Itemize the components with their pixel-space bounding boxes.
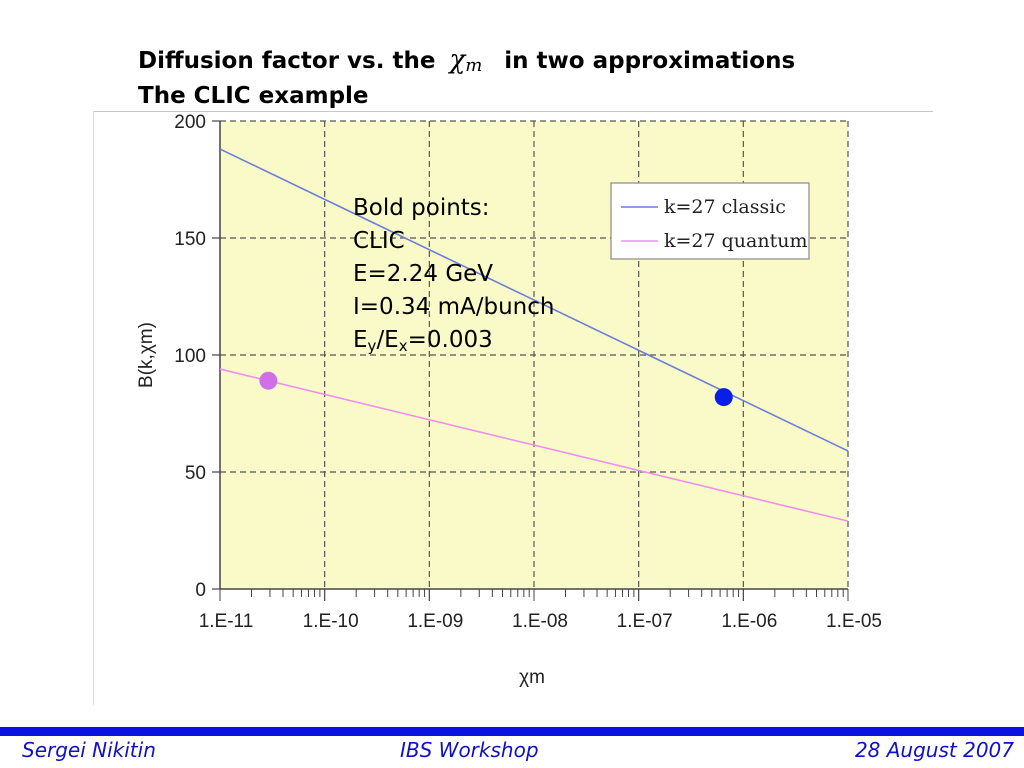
x-tick-label: 1.E-07 — [617, 611, 673, 632]
footer-date: 28 August 2007 — [854, 738, 1014, 762]
chi-m-symbol: χm — [449, 45, 483, 76]
series-line-classic — [219, 148, 849, 452]
series-line-quantum — [219, 368, 849, 522]
annotation-line-3: E=2.24 GeV — [353, 261, 494, 287]
chart: 1.E-11 1.E-10 1.E-09 1.E-08 1.E-07 1.E-06 1.E-… — [136, 112, 882, 688]
axis-labels: χm B(k,χm) — [136, 322, 545, 688]
series-lines — [219, 148, 849, 522]
annotation-line-2: CLIC — [353, 228, 405, 254]
x-tick-label: 1.E-06 — [721, 611, 777, 632]
legend-label: k=27 quantum — [664, 230, 808, 252]
x-tick-label: 1.E-09 — [407, 611, 463, 632]
x-tick-label: 1.E-11 — [199, 611, 254, 632]
annotation-line-5: Ey/Ex=0.003 — [353, 327, 493, 355]
slide-title-line-1: Diffusion factor vs. the χm in two approxi… — [138, 46, 795, 80]
tick-labels: 1.E-11 1.E-10 1.E-09 1.E-08 1.E-07 1.E-06 1.E-… — [174, 112, 882, 632]
legend: k=27 classic k=27 quantum — [610, 182, 810, 260]
y-tick-label: 100 — [174, 346, 206, 367]
y-axis-label: B(k,χm) — [136, 322, 157, 388]
y-tick-label: 200 — [174, 112, 206, 133]
footer-author: Sergei Nikitin — [22, 738, 156, 762]
legend-label: k=27 classic — [664, 196, 786, 218]
annotation-box: Bold points: CLIC E=2.24 GeV I=0.34 mA/b… — [353, 192, 554, 363]
y-tick-label: 0 — [195, 580, 206, 601]
x-axis-label: χm — [519, 667, 545, 688]
clic-point — [714, 388, 733, 407]
title-text-before: Diffusion factor vs. the — [138, 48, 436, 74]
clic-points — [259, 371, 733, 407]
title-text-after: in two approximations — [504, 48, 796, 74]
y-tick-label: 150 — [174, 229, 206, 250]
annotation-line-4: I=0.34 mA/bunch — [353, 294, 555, 320]
annotation-line-1: Bold points: — [353, 195, 490, 221]
slide-title-line-2: The CLIC example — [138, 83, 369, 109]
x-tick-label: 1.E-08 — [512, 611, 568, 632]
axes — [212, 120, 849, 601]
title-divider — [93, 111, 933, 112]
x-tick-label: 1.E-10 — [303, 611, 359, 632]
x-tick-label: 1.E-05 — [826, 611, 882, 632]
footer-event: IBS Workshop — [400, 738, 539, 762]
footer-bar — [0, 727, 1024, 736]
y-tick-label: 50 — [185, 463, 206, 484]
left-divider — [93, 111, 94, 705]
clic-point — [259, 371, 278, 390]
legend-box — [610, 182, 810, 260]
